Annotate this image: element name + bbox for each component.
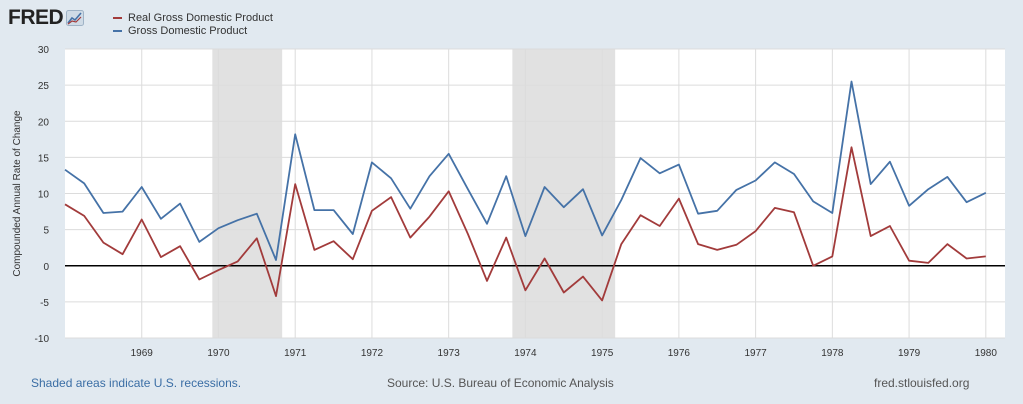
x-tick-label: 1973 (438, 348, 461, 359)
x-tick-label: 1974 (514, 348, 537, 359)
source-note: Source: U.S. Bureau of Economic Analysis (387, 376, 614, 390)
y-tick-label: 5 (43, 226, 49, 237)
legend-swatch-gdp (113, 29, 122, 32)
series-line-real-gdp (64, 146, 986, 302)
y-tick-label: 20 (38, 117, 50, 128)
site-link[interactable]: fred.stlouisfed.org (874, 376, 970, 390)
y-tick-label: 0 (43, 262, 49, 273)
legend-item-gdp[interactable]: Gross Domestic Product (113, 24, 273, 37)
x-tick-label: 1970 (207, 348, 230, 359)
legend-label-real-gdp: Real Gross Domestic Product (128, 11, 273, 24)
legend-swatch-real-gdp (113, 16, 122, 19)
x-tick-label: 1979 (898, 348, 921, 359)
recession-note[interactable]: Shaded areas indicate U.S. recessions. (31, 376, 242, 390)
x-tick-label: 1969 (131, 348, 154, 359)
x-tick-label: 1976 (668, 348, 691, 359)
x-tick-label: 1980 (975, 348, 998, 359)
y-tick-label: -10 (35, 334, 50, 345)
y-axis-label: Compounded Annual Rate of Change (12, 110, 23, 277)
brand-name: FRED (8, 6, 64, 29)
series-line-gdp (64, 80, 987, 261)
fred-graph-icon (66, 10, 85, 26)
chart-legend: Real Gross Domestic Product Gross Domest… (113, 11, 273, 37)
x-tick-label: 1978 (821, 348, 844, 359)
y-tick-label: 15 (38, 153, 50, 164)
x-tick-label: 1975 (591, 348, 614, 359)
y-tick-label: -5 (40, 298, 49, 309)
legend-label-gdp: Gross Domestic Product (128, 24, 248, 37)
x-tick-label: 1971 (284, 348, 307, 359)
y-tick-label: 10 (38, 190, 50, 201)
fred-logo[interactable]: FRED (8, 6, 85, 30)
y-tick-label: 30 (38, 45, 50, 56)
legend-item-real-gdp[interactable]: Real Gross Domestic Product (113, 11, 273, 24)
x-tick-label: 1977 (744, 348, 767, 359)
y-tick-label: 25 (38, 81, 50, 92)
x-tick-label: 1972 (361, 348, 384, 359)
